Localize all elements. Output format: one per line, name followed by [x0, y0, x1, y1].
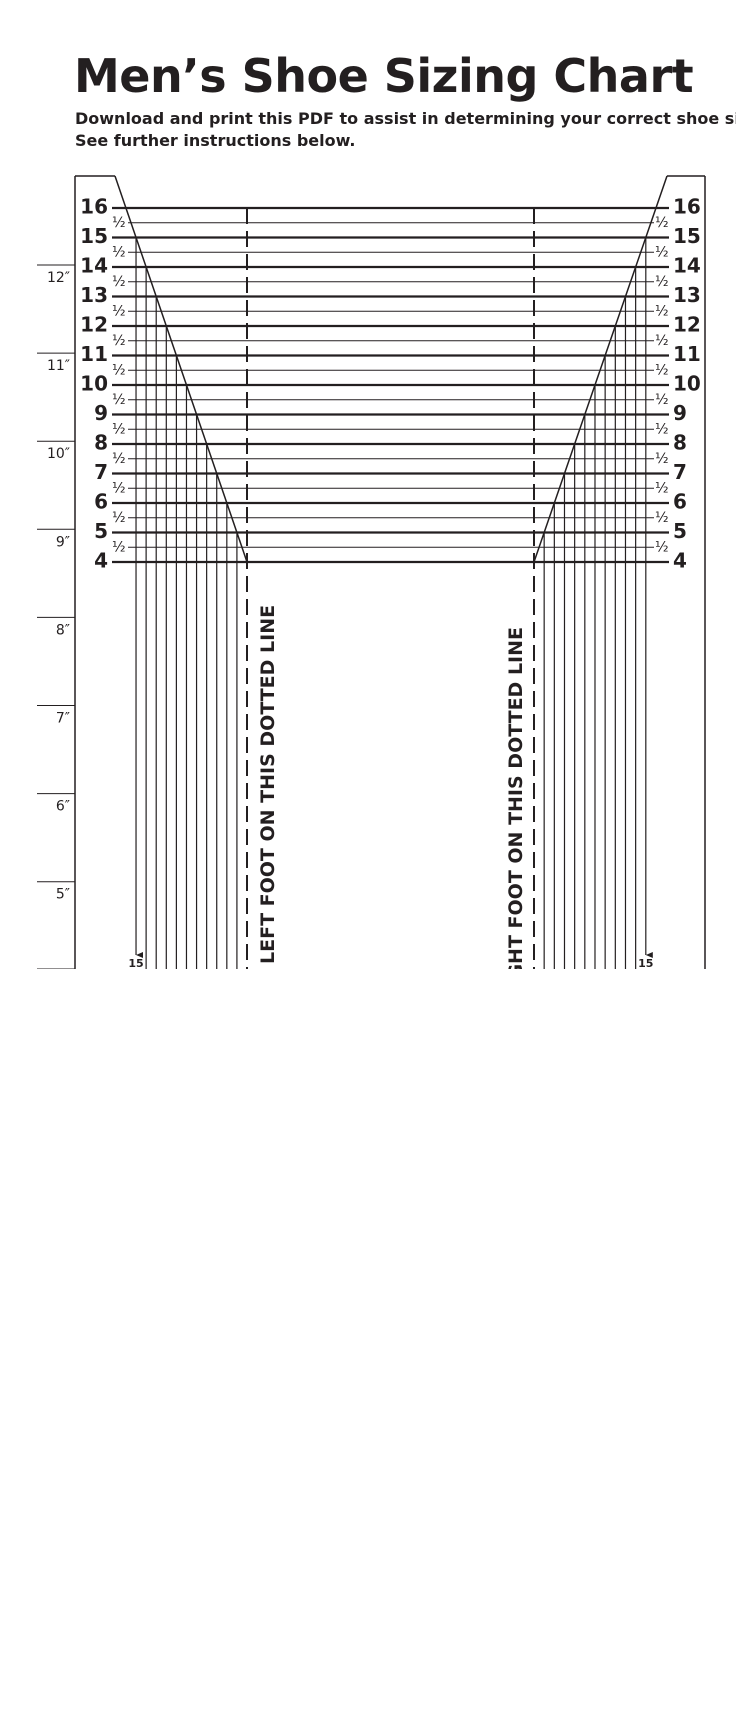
inch-label: 5″	[56, 887, 70, 903]
half-label: ½	[112, 215, 126, 231]
size-label: 9	[673, 401, 687, 425]
size-label: 16	[80, 195, 108, 219]
size-label: 12	[673, 313, 701, 337]
half-label: ½	[112, 421, 126, 437]
chart-area: LEFT FOOT ON THIS DOTTED LINE RIGHT FOOT…	[37, 175, 706, 1001]
inch-label: 11″	[47, 358, 70, 374]
half-label: ½	[112, 539, 126, 555]
half-label: ½	[112, 510, 126, 526]
size-label: 11	[80, 342, 108, 366]
size-label: 5	[673, 519, 687, 543]
size-label: 15	[80, 224, 108, 248]
half-label: ½	[655, 451, 669, 467]
inch-label: 7″	[56, 711, 70, 727]
size-label: 6	[673, 490, 687, 514]
title: Men’s Shoe Sizing Chart	[74, 49, 693, 103]
half-label: ½	[112, 480, 126, 496]
half-label: ½	[655, 539, 669, 555]
inch-label: 10″	[47, 446, 70, 462]
half-label: ½	[112, 274, 126, 290]
size-label: 12	[80, 313, 108, 337]
arrow-label: 15	[638, 957, 653, 970]
size-label: 8	[673, 431, 687, 455]
size-label: 15	[673, 224, 701, 248]
half-label: ½	[112, 244, 126, 260]
half-label: ½	[655, 274, 669, 290]
half-label: ½	[112, 392, 126, 408]
inch-label: 12″	[47, 270, 70, 286]
size-label: 11	[673, 342, 701, 366]
size-label: 7	[94, 460, 108, 484]
half-label: ½	[655, 392, 669, 408]
size-label: 4	[673, 549, 687, 573]
left-foot-label: LEFT FOOT ON THIS DOTTED LINE	[257, 605, 279, 964]
half-label: ½	[655, 510, 669, 526]
half-label: ½	[655, 303, 669, 319]
size-label: 5	[94, 519, 108, 543]
half-label: ½	[655, 244, 669, 260]
subtitle: Download and print this PDF to assist in…	[75, 109, 736, 128]
arrow-label: 15	[128, 957, 143, 970]
half-label: ½	[112, 362, 126, 378]
size-label: 9	[94, 401, 108, 425]
size-label: 14	[80, 254, 108, 278]
size-label: 4	[94, 549, 108, 573]
right-foot-label: RIGHT FOOT ON THIS DOTTED LINE	[505, 627, 527, 1001]
half-label: ½	[655, 362, 669, 378]
diagonal	[114, 175, 248, 563]
size-label: 13	[80, 283, 108, 307]
half-label: ½	[655, 215, 669, 231]
subtitle: See further instructions below.	[75, 131, 355, 150]
size-label: 10	[673, 372, 701, 396]
diagonal	[533, 175, 668, 563]
half-label: ½	[112, 333, 126, 349]
half-label: ½	[112, 451, 126, 467]
size-label: 8	[94, 431, 108, 455]
half-label: ½	[655, 333, 669, 349]
size-label: 14	[673, 254, 701, 278]
size-label: 6	[94, 490, 108, 514]
size-label: 13	[673, 283, 701, 307]
size-label: 16	[673, 195, 701, 219]
half-label: ½	[655, 480, 669, 496]
size-label: 7	[673, 460, 687, 484]
inch-label: 8″	[56, 622, 70, 638]
size-label: 10	[80, 372, 108, 396]
half-label: ½	[112, 303, 126, 319]
inch-label: 9″	[56, 534, 70, 550]
half-label: ½	[655, 421, 669, 437]
inch-label: 6″	[56, 799, 70, 815]
